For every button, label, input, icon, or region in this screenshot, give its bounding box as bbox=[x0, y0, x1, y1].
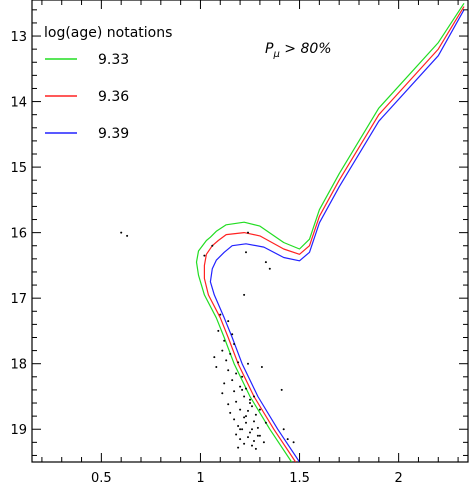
membership-annotation: Pμ > 80% bbox=[265, 41, 332, 60]
star-point bbox=[235, 433, 238, 436]
star-point bbox=[251, 428, 253, 431]
legend-label-9-36: 9.36 bbox=[98, 89, 129, 105]
star-point bbox=[239, 428, 242, 431]
isochrone-9-33 bbox=[195, 2, 465, 462]
star-point bbox=[264, 421, 267, 424]
star-point bbox=[241, 428, 244, 431]
star-point bbox=[249, 398, 251, 401]
star-point bbox=[254, 447, 257, 450]
star-point bbox=[258, 408, 261, 411]
y-tick-label: 16 bbox=[10, 227, 27, 242]
star-point bbox=[235, 400, 238, 403]
isochrone-9-36 bbox=[203, 6, 465, 462]
star-point bbox=[243, 395, 246, 398]
x-tick-label: 1.5 bbox=[289, 471, 310, 486]
star-point bbox=[229, 352, 232, 355]
star-point bbox=[211, 244, 214, 247]
isochrone-lines bbox=[195, 2, 465, 462]
star-point bbox=[251, 444, 253, 447]
star-point bbox=[239, 385, 242, 388]
star-point bbox=[221, 392, 224, 395]
star-point bbox=[235, 372, 238, 375]
star-point bbox=[241, 375, 244, 378]
star-point bbox=[243, 442, 246, 445]
x-tick-label: 1 bbox=[196, 471, 204, 486]
star-point bbox=[245, 415, 247, 418]
star-point bbox=[253, 440, 255, 442]
legend-label-9-39: 9.39 bbox=[98, 126, 129, 142]
legend-title: log(age) notations bbox=[44, 25, 172, 41]
star-point bbox=[251, 405, 253, 408]
star-point bbox=[282, 428, 285, 431]
axis-ticks bbox=[32, 0, 468, 462]
star-point bbox=[241, 388, 244, 391]
star-point bbox=[225, 359, 228, 362]
star-point bbox=[223, 339, 226, 342]
star-point bbox=[260, 366, 263, 368]
isochrone-9-39 bbox=[209, 9, 465, 462]
star-point bbox=[217, 329, 220, 332]
star-point bbox=[243, 416, 246, 419]
y-tick-label: 14 bbox=[10, 96, 27, 111]
star-point bbox=[249, 402, 251, 404]
star-point bbox=[227, 403, 230, 406]
star-point bbox=[231, 333, 234, 336]
star-points bbox=[120, 231, 295, 450]
star-point bbox=[229, 411, 232, 414]
star-point bbox=[239, 438, 242, 441]
star-point bbox=[280, 388, 283, 391]
star-point bbox=[227, 369, 230, 372]
star-point bbox=[126, 234, 129, 237]
star-point bbox=[258, 434, 261, 437]
star-point bbox=[223, 382, 226, 385]
y-tick-label: 13 bbox=[10, 30, 27, 45]
star-point bbox=[237, 446, 240, 449]
star-point bbox=[247, 231, 249, 234]
star-point bbox=[237, 361, 240, 364]
star-point bbox=[227, 320, 230, 323]
star-point bbox=[221, 349, 224, 352]
star-point bbox=[249, 431, 251, 434]
star-point bbox=[247, 436, 249, 439]
legend: log(age) notations 9.33 9.36 9.39 bbox=[44, 25, 172, 142]
star-point bbox=[292, 441, 295, 444]
star-point bbox=[239, 408, 242, 411]
star-point bbox=[243, 293, 246, 296]
star-point bbox=[215, 366, 218, 368]
y-tick-label: 19 bbox=[10, 423, 27, 438]
legend-label-9-33: 9.33 bbox=[98, 52, 129, 68]
star-point bbox=[233, 390, 236, 393]
star-point bbox=[268, 267, 271, 270]
star-point bbox=[253, 420, 255, 423]
star-point bbox=[245, 387, 247, 390]
star-point bbox=[286, 438, 289, 441]
star-point bbox=[256, 426, 259, 429]
star-point bbox=[237, 425, 240, 427]
star-point bbox=[213, 356, 216, 359]
star-point bbox=[264, 261, 267, 264]
y-tick-label: 18 bbox=[10, 358, 27, 373]
plot-border bbox=[31, 0, 469, 463]
star-point bbox=[245, 251, 247, 254]
y-tick-label: 17 bbox=[10, 292, 27, 307]
star-point bbox=[253, 395, 255, 398]
star-point bbox=[256, 434, 259, 437]
star-point bbox=[203, 254, 206, 257]
tick-labels: 0.5 1 1.5 2 13 14 15 16 17 18 19 bbox=[10, 30, 402, 486]
y-tick-label: 15 bbox=[10, 161, 27, 176]
star-point bbox=[245, 421, 247, 424]
star-point bbox=[247, 362, 249, 365]
plot-frame bbox=[31, 0, 469, 463]
star-point bbox=[233, 343, 236, 345]
star-point bbox=[120, 231, 123, 234]
star-point bbox=[219, 313, 222, 316]
star-point bbox=[262, 441, 265, 444]
star-point bbox=[231, 379, 234, 382]
star-point bbox=[233, 418, 236, 421]
star-point bbox=[254, 413, 257, 416]
x-tick-label: 2 bbox=[394, 471, 402, 486]
star-point bbox=[247, 409, 249, 412]
x-tick-label: 0.5 bbox=[91, 471, 112, 486]
